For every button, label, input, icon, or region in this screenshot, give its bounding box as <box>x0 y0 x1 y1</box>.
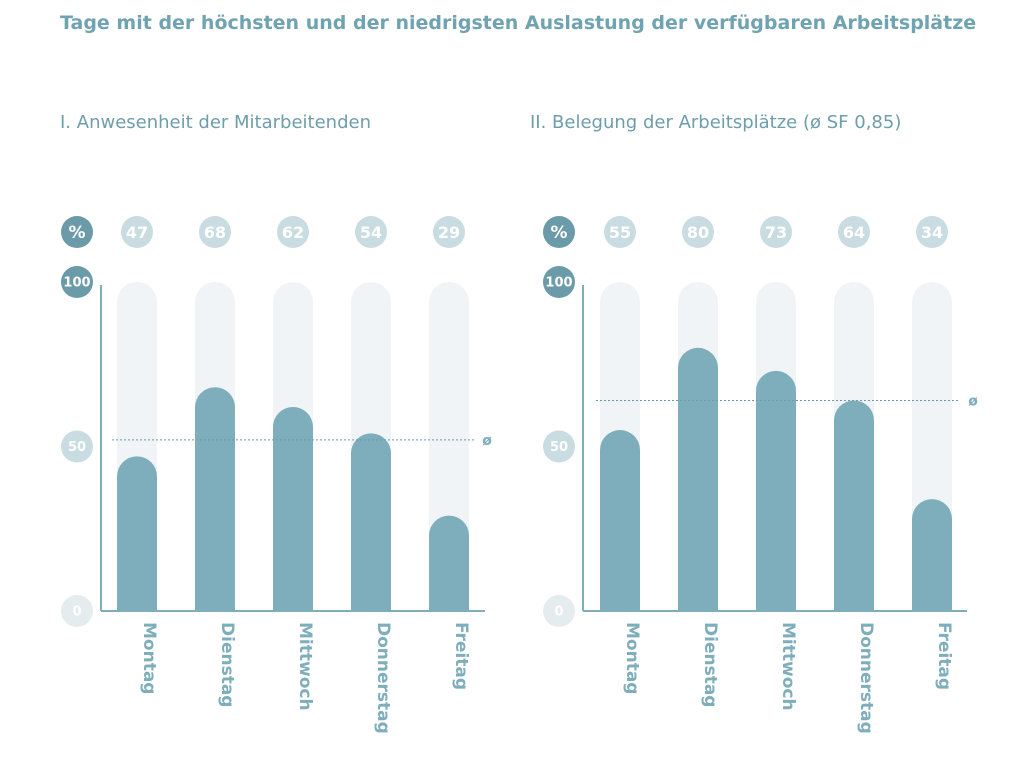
value-label-freitag-label: 29 <box>438 223 460 242</box>
value-label-donnerstag-label: 64 <box>843 223 865 242</box>
y-tick-50-label: 50 <box>68 440 86 455</box>
category-label-donnerstag: Donnerstag <box>856 622 876 734</box>
category-label-mittwoch: Mittwoch <box>778 622 798 711</box>
value-label-mittwoch-label: 73 <box>765 223 787 242</box>
chart-title-occupancy: II. Belegung der Arbeitsplätze (ø SF 0,8… <box>530 112 902 133</box>
y-tick-100 <box>61 266 93 298</box>
value-label-montag-label: 47 <box>126 223 148 242</box>
y-tick-0 <box>543 595 575 627</box>
y-tick-0 <box>61 595 93 627</box>
value-label-dienstag <box>682 216 714 248</box>
unit-badge-label: % <box>68 223 85 243</box>
bar-freitag <box>912 499 952 611</box>
average-symbol: ø <box>482 433 492 449</box>
category-label-donnerstag: Donnerstag <box>373 622 393 734</box>
bar-dienstag <box>678 347 718 611</box>
value-label-dienstag-label: 80 <box>687 223 709 242</box>
category-label-freitag: Freitag <box>451 622 471 690</box>
y-tick-100 <box>543 266 575 298</box>
category-label-freitag: Freitag <box>934 622 954 690</box>
value-label-mittwoch-label: 62 <box>282 223 304 242</box>
value-label-freitag-label: 34 <box>921 223 943 242</box>
y-tick-0-label: 0 <box>72 605 81 620</box>
category-label-dienstag: Dienstag <box>217 622 237 707</box>
bar-montag <box>600 430 640 611</box>
y-tick-0-label: 0 <box>554 605 563 620</box>
value-label-donnerstag <box>355 216 387 248</box>
y-tick-100-label: 100 <box>545 276 572 291</box>
unit-badge <box>543 216 575 248</box>
value-label-dienstag-label: 68 <box>204 223 226 242</box>
value-label-freitag <box>916 216 948 248</box>
y-tick-50 <box>61 430 93 463</box>
unit-badge <box>61 216 93 248</box>
y-tick-100-label: 100 <box>63 276 90 291</box>
value-label-freitag <box>433 216 465 248</box>
y-tick-50-label: 50 <box>550 440 568 455</box>
unit-badge-label: % <box>550 223 567 243</box>
category-label-montag: Montag <box>139 622 159 694</box>
bar-montag <box>117 456 157 611</box>
value-label-donnerstag-label: 54 <box>360 223 382 242</box>
chart-title-attendance: I. Anwesenheit der Mitarbeitenden <box>60 112 371 133</box>
value-label-montag-label: 55 <box>609 223 631 242</box>
value-label-montag <box>604 216 636 248</box>
value-label-donnerstag <box>838 216 870 248</box>
category-label-montag: Montag <box>622 622 642 694</box>
bar-mittwoch <box>756 370 796 611</box>
y-tick-50 <box>543 430 575 463</box>
category-label-dienstag: Dienstag <box>700 622 720 707</box>
value-label-mittwoch <box>277 216 309 248</box>
category-label-mittwoch: Mittwoch <box>295 622 315 711</box>
main-title: Tage mit der höchsten und der niedrigste… <box>60 12 977 34</box>
bar-donnerstag <box>834 400 874 611</box>
bar-freitag <box>429 515 469 611</box>
average-symbol: ø <box>968 393 978 409</box>
value-label-montag <box>121 216 153 248</box>
bar-donnerstag <box>351 433 391 611</box>
value-label-dienstag <box>199 216 231 248</box>
value-label-mittwoch <box>760 216 792 248</box>
bar-dienstag <box>195 387 235 611</box>
bar-mittwoch <box>273 407 313 611</box>
